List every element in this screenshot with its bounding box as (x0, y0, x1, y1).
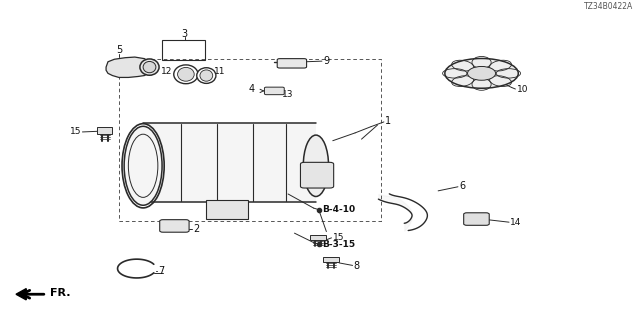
FancyBboxPatch shape (160, 220, 189, 232)
Text: 9: 9 (323, 56, 330, 66)
FancyBboxPatch shape (206, 200, 248, 219)
FancyBboxPatch shape (464, 213, 489, 225)
Text: 15: 15 (333, 233, 344, 242)
FancyBboxPatch shape (264, 87, 284, 95)
Ellipse shape (445, 59, 518, 88)
FancyBboxPatch shape (310, 235, 326, 240)
Text: 10: 10 (516, 84, 528, 93)
Text: 11: 11 (214, 67, 225, 76)
Ellipse shape (196, 68, 216, 84)
Text: 14: 14 (510, 218, 522, 227)
Text: 15: 15 (70, 127, 82, 136)
Text: B-4-10: B-4-10 (322, 205, 355, 214)
FancyBboxPatch shape (97, 127, 113, 133)
Text: FR.: FR. (50, 288, 70, 298)
Polygon shape (106, 57, 150, 77)
Bar (162, 40, 205, 60)
Text: 1: 1 (385, 116, 391, 126)
Ellipse shape (200, 70, 212, 81)
Text: 3: 3 (182, 29, 188, 39)
Text: 6: 6 (460, 181, 465, 191)
Bar (143, 123, 316, 202)
Polygon shape (16, 289, 26, 300)
FancyBboxPatch shape (323, 257, 339, 262)
Ellipse shape (124, 126, 162, 205)
Ellipse shape (173, 65, 198, 84)
Ellipse shape (140, 59, 159, 75)
Text: B-3-15: B-3-15 (322, 240, 355, 249)
Text: 8: 8 (354, 261, 360, 271)
FancyBboxPatch shape (277, 59, 307, 68)
Text: 13: 13 (282, 90, 293, 99)
Text: 5: 5 (116, 45, 122, 55)
Text: 7: 7 (159, 266, 164, 276)
Ellipse shape (143, 61, 156, 73)
Ellipse shape (303, 135, 328, 196)
Text: 2: 2 (193, 224, 200, 234)
FancyBboxPatch shape (300, 162, 333, 188)
Circle shape (467, 67, 495, 80)
Text: 12: 12 (161, 67, 172, 76)
Text: TZ34B0422A: TZ34B0422A (584, 2, 633, 11)
Text: 4: 4 (248, 84, 254, 94)
Ellipse shape (177, 68, 194, 81)
